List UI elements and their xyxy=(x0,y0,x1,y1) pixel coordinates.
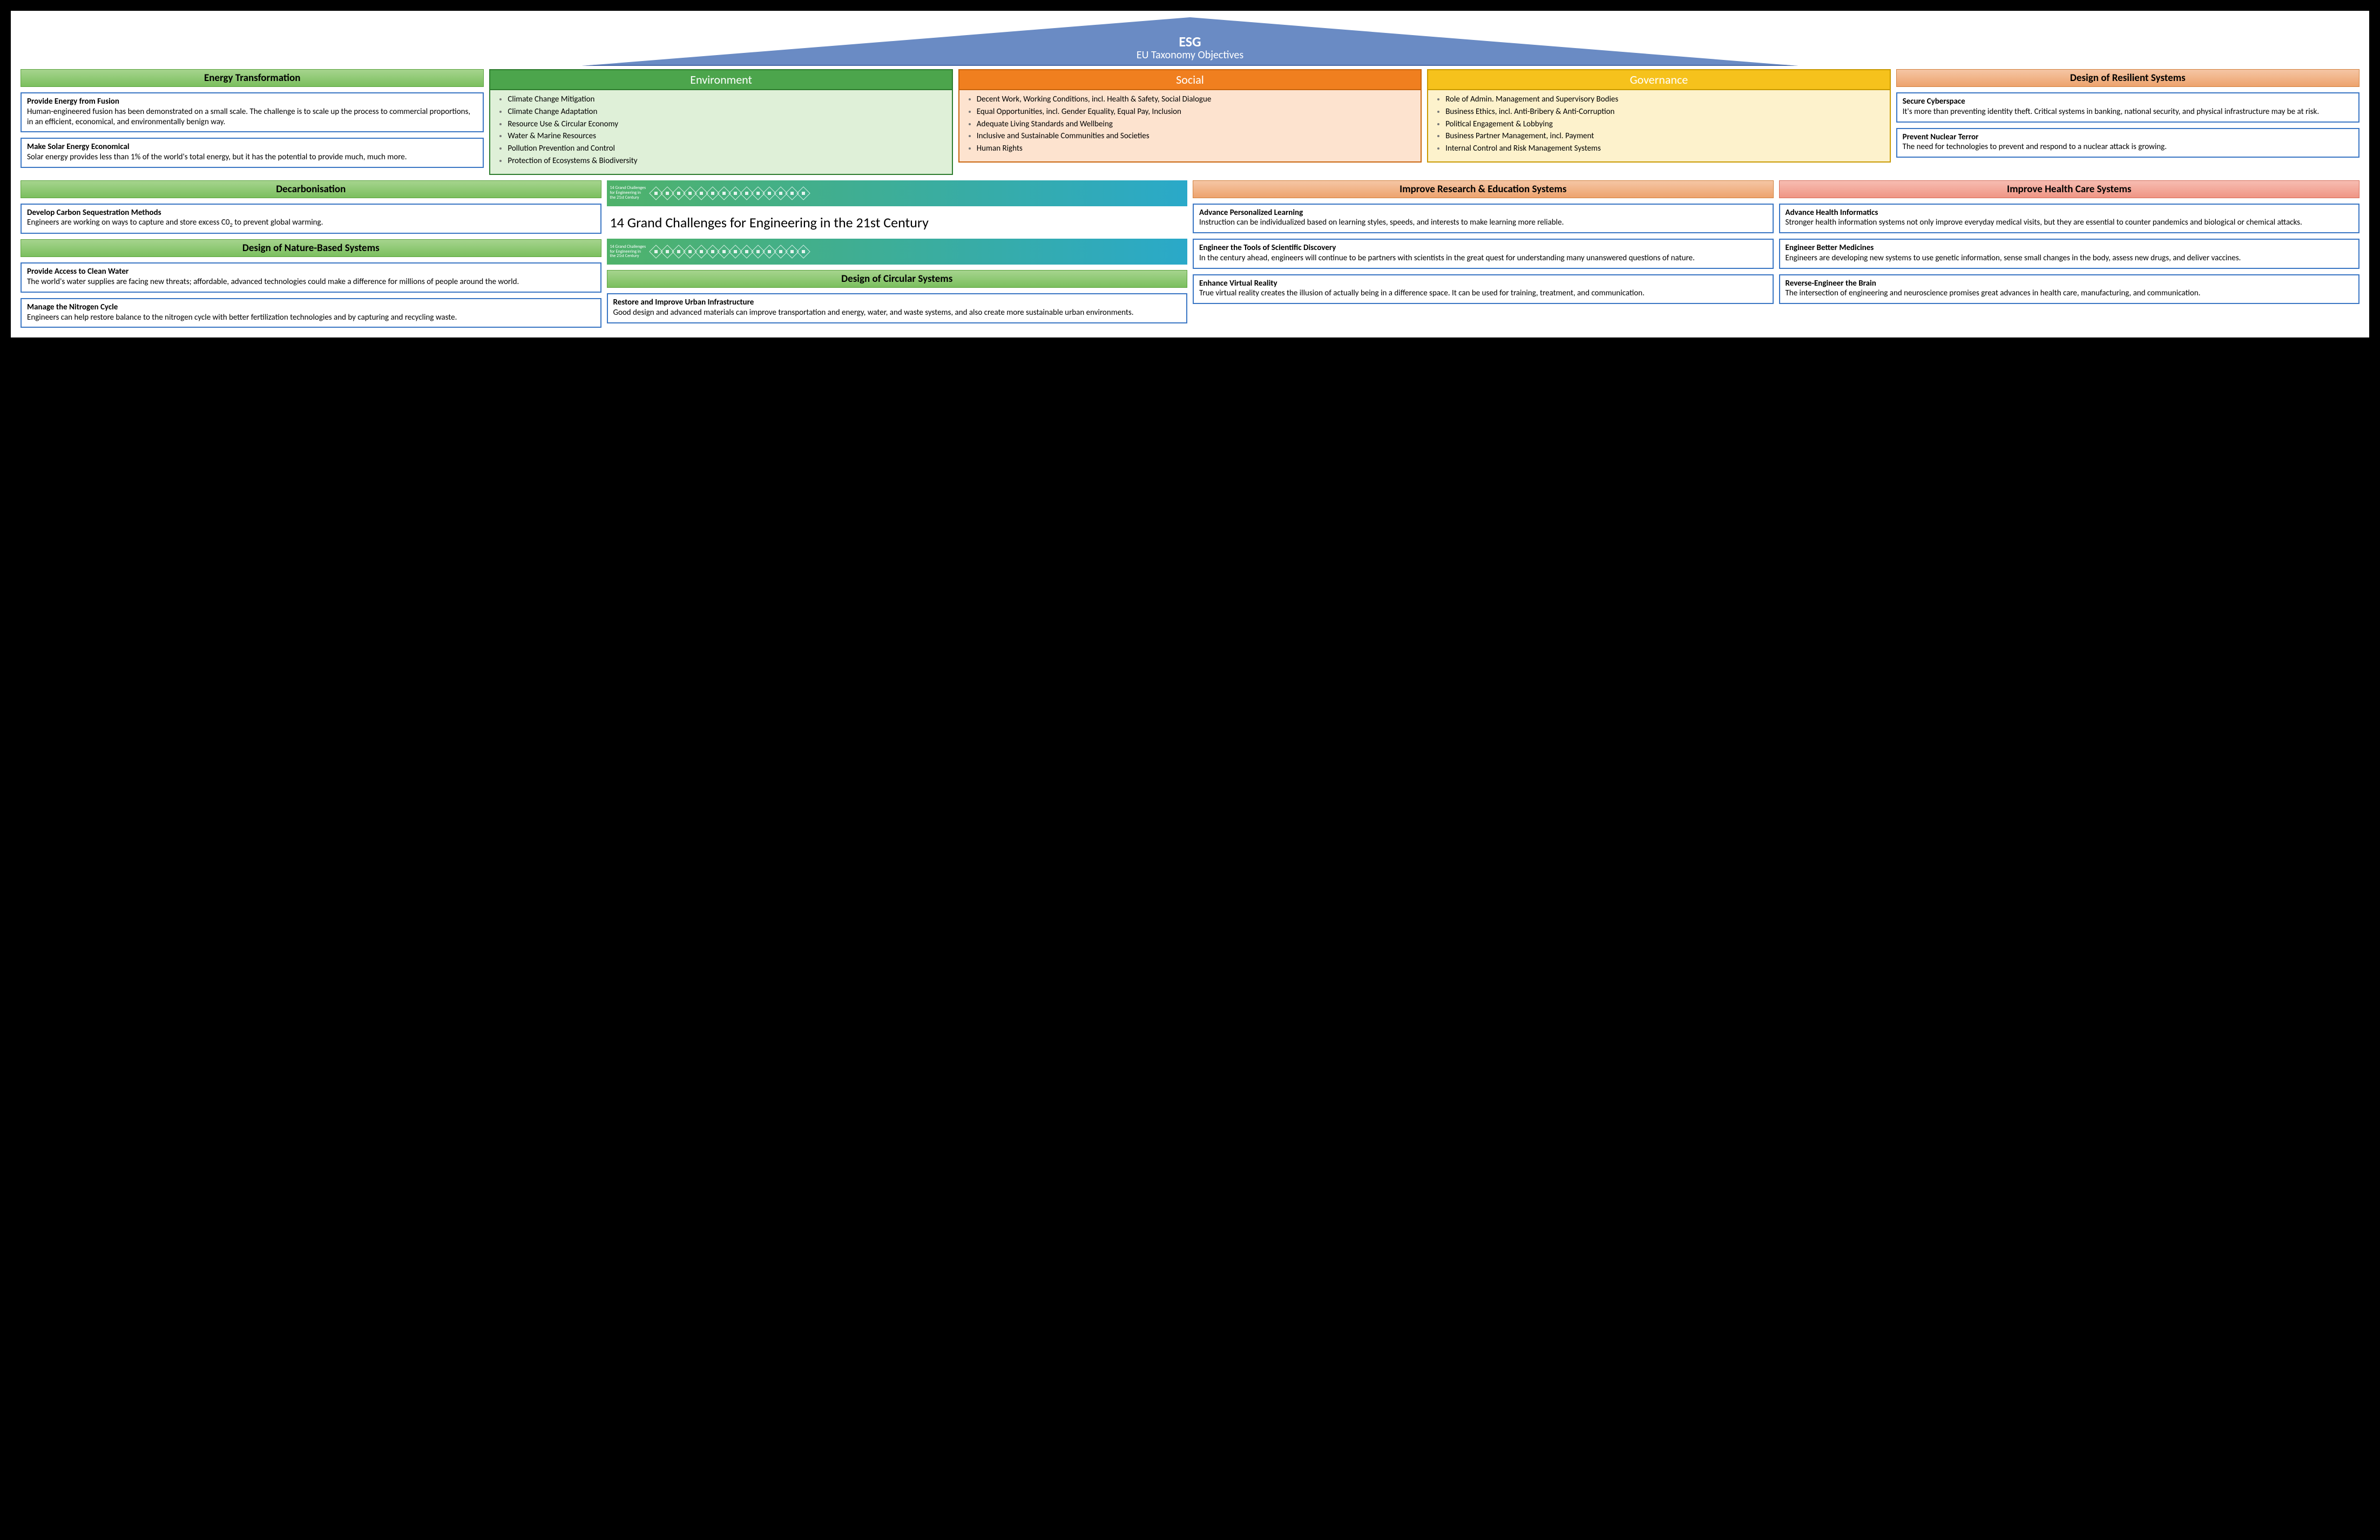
col-resilient: Design of Resilient Systems Secure Cyber… xyxy=(1896,69,2359,175)
row-1: Energy Transformation Provide Energy fro… xyxy=(21,69,2359,175)
card-title: Make Solar Energy Economical xyxy=(27,142,477,152)
list-item: Business Partner Management, incl. Payme… xyxy=(1445,131,1884,141)
pillar-list: Decent Work, Working Conditions, incl. H… xyxy=(965,94,1415,154)
card-body: Engineers can help restore balance to th… xyxy=(27,313,457,322)
card-title: Advance Personalized Learning xyxy=(1199,208,1767,218)
banner-text: 14 Grand Challenges for Engineering in t… xyxy=(610,245,648,259)
col-left: Decarbonisation Develop Carbon Sequestra… xyxy=(21,180,601,328)
pillar-environment: Environment Climate Change MitigationCli… xyxy=(489,69,952,175)
card-title: Provide Access to Clean Water xyxy=(27,267,595,277)
pillar-governance: Governance Role of Admin. Management and… xyxy=(1427,69,1890,163)
card-title: Develop Carbon Sequestration Methods xyxy=(27,208,595,218)
list-item: Adequate Living Standards and Wellbeing xyxy=(977,119,1415,130)
card-title: Secure Cyberspace xyxy=(1903,97,2353,107)
card-body: Good design and advanced materials can i… xyxy=(613,308,1134,318)
card-title: Reverse-Engineer the Brain xyxy=(1786,279,2354,289)
card-water: Provide Access to Clean Water The world'… xyxy=(21,262,601,293)
section-resilient: Design of Resilient Systems xyxy=(1896,69,2359,87)
list-item: Inclusive and Sustainable Communities an… xyxy=(977,131,1415,141)
card-carbon: Develop Carbon Sequestration Methods Eng… xyxy=(21,204,601,234)
section-nature: Design of Nature-Based Systems xyxy=(21,239,601,257)
card-cyber: Secure Cyberspace It's more than prevent… xyxy=(1896,92,2359,123)
roof-triangle: ESG EU Taxonomy Objectives xyxy=(582,17,1798,66)
col-governance: Governance Role of Admin. Management and… xyxy=(1427,69,1890,175)
list-item: Pollution Prevention and Control xyxy=(508,144,946,154)
card-body: Human-engineered fusion has been demonst… xyxy=(27,107,470,127)
card-tools: Engineer the Tools of Scientific Discove… xyxy=(1193,239,1774,269)
card-body: In the century ahead, engineers will con… xyxy=(1199,253,1695,263)
card-body: The world's water supplies are facing ne… xyxy=(27,277,519,287)
card-body: The intersection of engineering and neur… xyxy=(1786,288,2201,298)
card-body: Engineers are developing new systems to … xyxy=(1786,253,2241,263)
pillar-head: Governance xyxy=(1427,69,1890,90)
banner-text: 14 Grand Challenges for Engineering in t… xyxy=(610,186,648,200)
card-body: Engineers are working on ways to capture… xyxy=(27,218,323,227)
roof-subtitle: EU Taxonomy Objectives xyxy=(1137,49,1243,62)
col-research: Improve Research & Education Systems Adv… xyxy=(1193,180,1774,328)
list-item: Role of Admin. Management and Supervisor… xyxy=(1445,94,1884,105)
card-body: Solar energy provides less than 1% of th… xyxy=(27,152,407,162)
roof-title: ESG xyxy=(1179,35,1201,49)
center-title: 14 Grand Challenges for Engineering in t… xyxy=(607,212,1188,234)
pillar-social: Social Decent Work, Working Conditions, … xyxy=(958,69,1422,163)
card-informatics: Advance Health Informatics Stronger heal… xyxy=(1779,204,2360,234)
card-title: Prevent Nuclear Terror xyxy=(1903,132,2353,143)
challenges-banner: 14 Grand Challenges for Engineering in t… xyxy=(607,239,1188,265)
card-title: Engineer the Tools of Scientific Discove… xyxy=(1199,243,1767,253)
list-item: Equal Opportunities, incl. Gender Equali… xyxy=(977,107,1415,117)
card-learning: Advance Personalized Learning Instructio… xyxy=(1193,204,1774,234)
card-body: True virtual reality creates the illusio… xyxy=(1199,288,1645,298)
card-title: Restore and Improve Urban Infrastructure xyxy=(613,298,1181,308)
card-fusion: Provide Energy from Fusion Human-enginee… xyxy=(21,92,484,132)
list-item: Decent Work, Working Conditions, incl. H… xyxy=(977,94,1415,105)
roof-wrap: ESG EU Taxonomy Objectives xyxy=(582,17,1798,66)
card-title: Enhance Virtual Reality xyxy=(1199,279,1767,289)
card-solar: Make Solar Energy Economical Solar energ… xyxy=(21,138,484,168)
page: ESG EU Taxonomy Objectives Energy Transf… xyxy=(11,11,2369,337)
list-item: Water & Marine Resources xyxy=(508,131,946,141)
section-circular: Design of Circular Systems xyxy=(607,270,1188,288)
list-item: Resource Use & Circular Economy xyxy=(508,119,946,130)
card-brain: Reverse-Engineer the Brain The intersect… xyxy=(1779,274,2360,305)
card-body: It's more than preventing identity theft… xyxy=(1903,107,2320,117)
card-title: Provide Energy from Fusion xyxy=(27,97,477,107)
card-body: The need for technologies to prevent and… xyxy=(1903,142,2167,152)
card-medicines: Engineer Better Medicines Engineers are … xyxy=(1779,239,2360,269)
card-urban: Restore and Improve Urban Infrastructure… xyxy=(607,293,1188,323)
pillar-list: Role of Admin. Management and Supervisor… xyxy=(1434,94,1884,154)
section-health: Improve Health Care Systems xyxy=(1779,180,2360,198)
banner-icons xyxy=(651,247,808,256)
section-research: Improve Research & Education Systems xyxy=(1193,180,1774,198)
col-environment: Environment Climate Change MitigationCli… xyxy=(489,69,952,175)
col-center: 14 Grand Challenges for Engineering in t… xyxy=(607,180,1188,328)
challenges-banner: 14 Grand Challenges for Engineering in t… xyxy=(607,180,1188,206)
row-2: Decarbonisation Develop Carbon Sequestra… xyxy=(21,180,2359,328)
list-item: Climate Change Mitigation xyxy=(508,94,946,105)
card-body: Instruction can be individualized based … xyxy=(1199,218,1564,227)
list-item: Protection of Ecosystems & Biodiversity xyxy=(508,156,946,166)
list-item: Internal Control and Risk Management Sys… xyxy=(1445,144,1884,154)
list-item: Business Ethics, incl. Anti-Bribery & An… xyxy=(1445,107,1884,117)
pillar-head: Environment xyxy=(489,69,952,90)
card-title: Engineer Better Medicines xyxy=(1786,243,2354,253)
banner-icon xyxy=(796,186,810,200)
section-decarb: Decarbonisation xyxy=(21,180,601,198)
list-item: Human Rights xyxy=(977,144,1415,154)
col-health: Improve Health Care Systems Advance Heal… xyxy=(1779,180,2360,328)
list-item: Climate Change Adaptation xyxy=(508,107,946,117)
section-energy: Energy Transformation xyxy=(21,69,484,87)
card-vr: Enhance Virtual Reality True virtual rea… xyxy=(1193,274,1774,305)
banner-icon xyxy=(796,245,810,258)
col-energy: Energy Transformation Provide Energy fro… xyxy=(21,69,484,175)
card-body: Stronger health information systems not … xyxy=(1786,218,2302,227)
col-social: Social Decent Work, Working Conditions, … xyxy=(958,69,1422,175)
card-nitrogen: Manage the Nitrogen Cycle Engineers can … xyxy=(21,298,601,328)
card-nuclear: Prevent Nuclear Terror The need for tech… xyxy=(1896,128,2359,158)
card-title: Manage the Nitrogen Cycle xyxy=(27,302,595,313)
banner-icons xyxy=(651,188,808,198)
list-item: Political Engagement & Lobbying xyxy=(1445,119,1884,130)
card-title: Advance Health Informatics xyxy=(1786,208,2354,218)
pillar-list: Climate Change Mitigation Climate Change … xyxy=(496,94,946,166)
pillar-head: Social xyxy=(958,69,1422,90)
